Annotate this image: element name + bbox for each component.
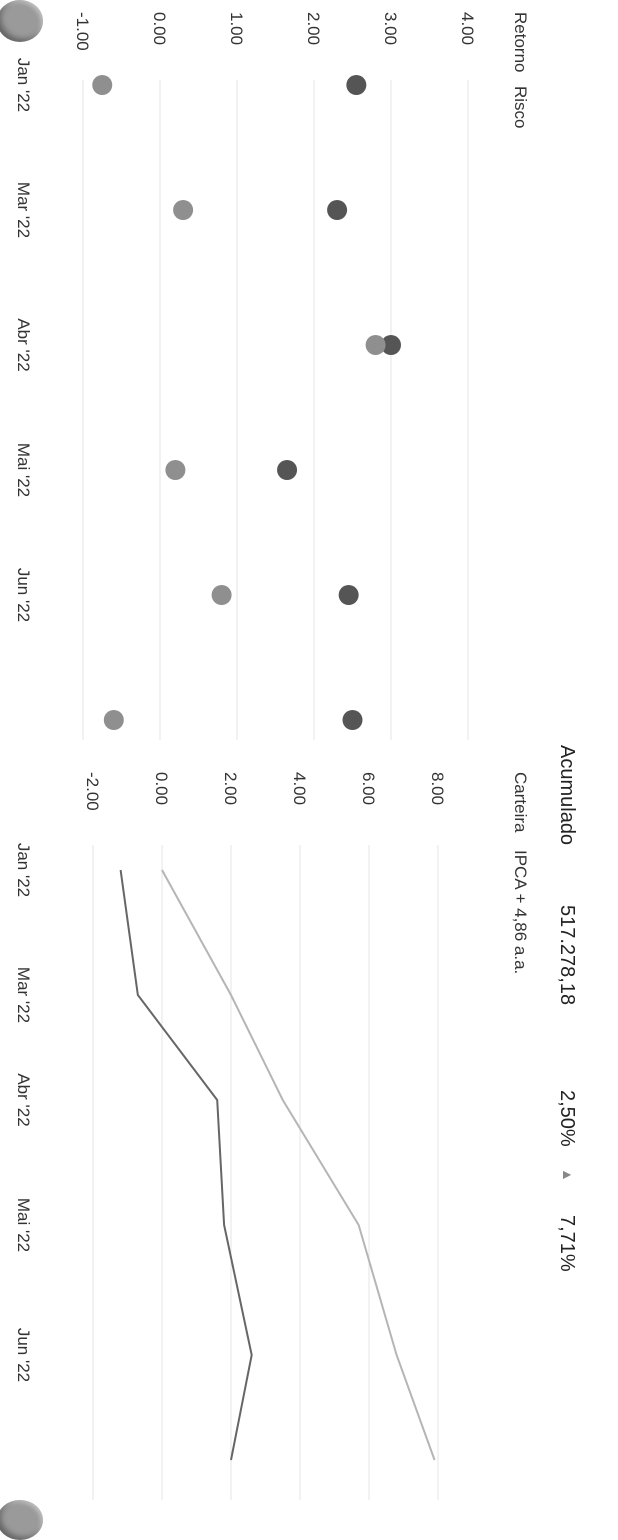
x-tick-label: Abr '22 [14, 1073, 33, 1126]
y-tick-label: 3.00 [381, 12, 400, 45]
y-tick-label: 6.00 [359, 772, 378, 805]
x-tick-label: Jan '22 [14, 843, 33, 897]
y-tick-label: 0.00 [152, 772, 171, 805]
point-retorno [339, 585, 359, 605]
legend-label: IPCA + 4,86 a.a. [511, 850, 530, 974]
series-line [162, 870, 435, 1460]
legend-label: Carteira [511, 772, 530, 833]
x-tick-label: Jun '22 [14, 1328, 33, 1382]
point-retorno [346, 75, 366, 95]
scatter-chart: Retorno Risco 4.00 3.00 2.00 1.00 0.00 -1.00 Jan… [0, 0, 618, 760]
y-tick-label: 4.00 [458, 12, 477, 45]
y-tick-label: 2.00 [304, 12, 323, 45]
x-tick-label: Mar '22 [14, 967, 33, 1023]
legend-label: Risco [511, 86, 530, 129]
line-chart: Carteira IPCA + 4,86 a.a. 8.00 6.00 4.00 2.00… [0, 760, 618, 1522]
y-tick-label: 8.00 [428, 772, 447, 805]
legend-label: Retorno [511, 12, 530, 72]
y-tick-label: 2.00 [221, 772, 240, 805]
point-retorno [327, 200, 347, 220]
y-tick-label: 0.00 [150, 12, 169, 45]
y-tick-label: 4.00 [290, 772, 309, 805]
y-tick-label: -2.00 [83, 772, 102, 811]
y-tick-label: 1.00 [227, 12, 246, 45]
point-risco [366, 335, 386, 355]
point-risco [92, 75, 112, 95]
y-tick-label: -1.00 [73, 12, 92, 51]
series-line [121, 870, 252, 1460]
x-tick-label: Jan '22 [14, 58, 33, 112]
point-risco [104, 710, 124, 730]
point-risco [173, 200, 193, 220]
x-tick-label: Mar '22 [14, 182, 33, 238]
point-retorno [343, 710, 363, 730]
x-tick-label: Mai '22 [14, 1198, 33, 1252]
x-tick-label: Mai '22 [14, 443, 33, 497]
point-risco [212, 585, 232, 605]
x-tick-label: Abr '22 [14, 318, 33, 371]
x-tick-label: Jun '22 [14, 568, 33, 622]
point-risco [165, 460, 185, 480]
point-retorno [277, 460, 297, 480]
